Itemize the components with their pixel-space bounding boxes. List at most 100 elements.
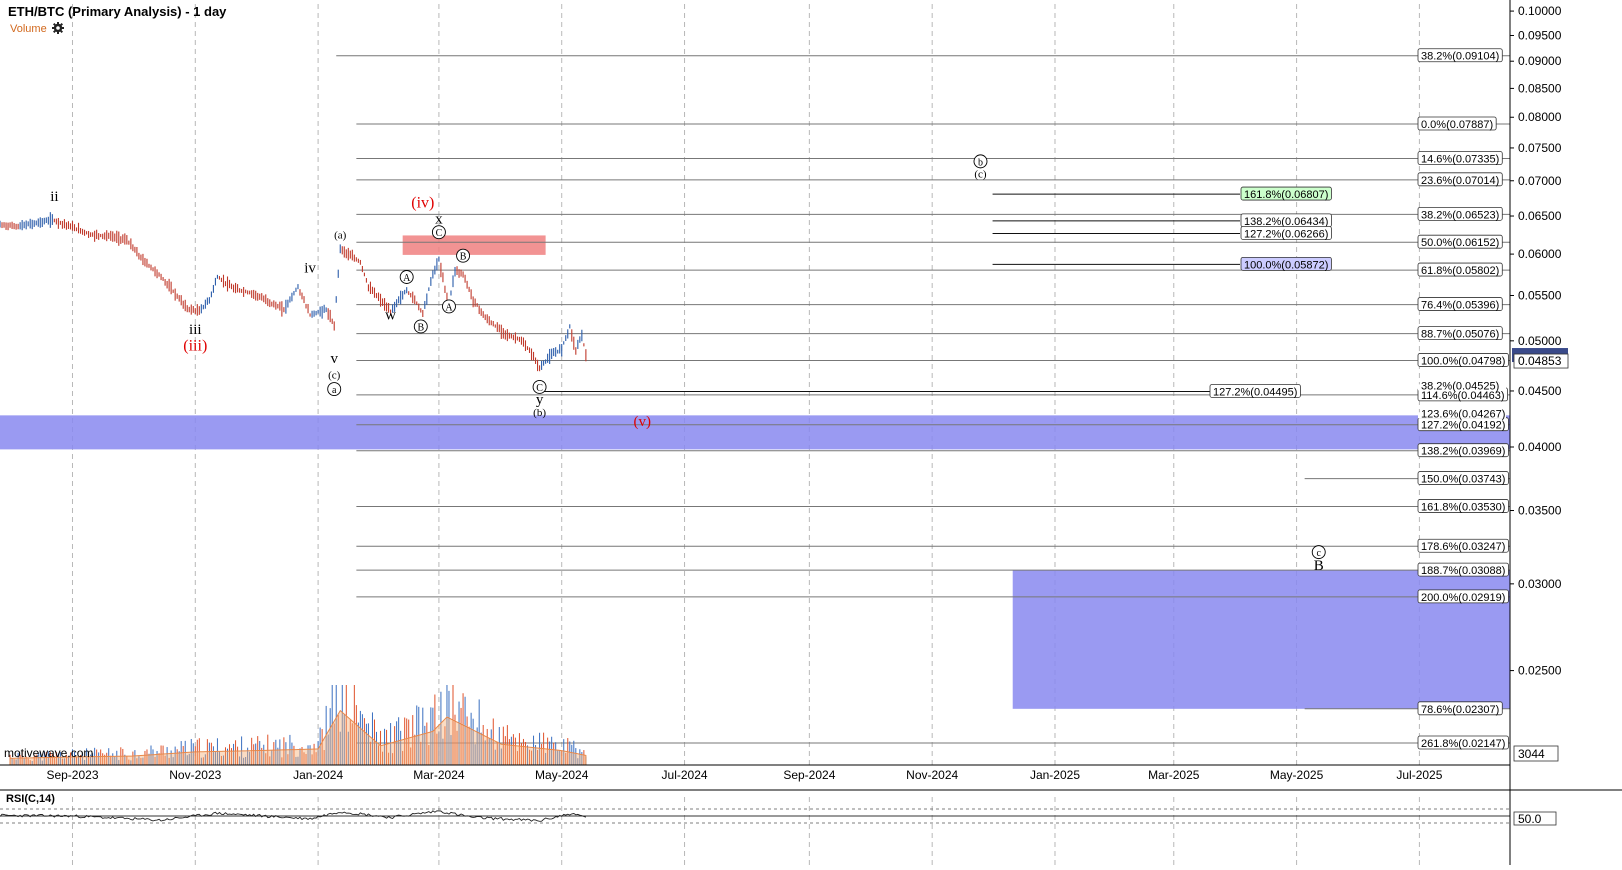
wave-label: (iv) xyxy=(411,194,434,211)
volume-last-label: 3044 xyxy=(1518,747,1545,761)
wave-label: B xyxy=(413,319,428,334)
fib-partial-text: 38.2%(0.04525) xyxy=(1421,380,1499,392)
wave-circle xyxy=(413,319,428,334)
fib-label-frame xyxy=(1417,326,1503,341)
watermark: motivewave.com xyxy=(4,746,93,760)
fib-label-box: 23.6%(0.07014) xyxy=(1417,172,1503,187)
y-tick-label: 0.03500 xyxy=(1518,504,1562,518)
fib-label-text: 161.8%(0.03530) xyxy=(1421,501,1505,513)
wave-label: iv xyxy=(304,261,316,277)
y-tick-label: 0.02500 xyxy=(1518,664,1562,678)
x-tick-label: Nov-2024 xyxy=(906,768,958,782)
volume-layer xyxy=(9,685,587,766)
fib-label-box: 127.2%(0.04192) xyxy=(1417,417,1509,432)
fib-partial-text: 123.6%(0.04267) xyxy=(1421,408,1505,420)
fib-label-frame xyxy=(1417,234,1503,249)
fib-label-box: 14.6%(0.07335) xyxy=(1417,151,1503,166)
wave-label: w xyxy=(385,307,396,323)
volume-legend: Volume xyxy=(10,23,47,35)
fib-label-text: 200.0%(0.02919) xyxy=(1421,592,1505,604)
y-tick-label: 0.05500 xyxy=(1518,288,1562,302)
gear-icon[interactable] xyxy=(52,22,64,34)
wave-label: (b) xyxy=(533,407,546,419)
fib-partial-frame xyxy=(1418,384,1506,391)
fib-label-box: 38.2%(0.06523) xyxy=(1417,206,1503,221)
fib-label-box: 161.8%(0.03530) xyxy=(1417,499,1509,513)
projection-label-frame xyxy=(1240,256,1332,271)
projection-label-text: 161.8%(0.06807) xyxy=(1244,189,1328,201)
y-tick-label: 0.07000 xyxy=(1518,174,1562,188)
y-tick-label: 0.04000 xyxy=(1518,440,1562,454)
fib-label-text: 100.0%(0.04798) xyxy=(1421,355,1505,367)
fib-label-frame xyxy=(1417,701,1503,716)
fib-label-text: 78.6%(0.02307) xyxy=(1421,704,1499,716)
wave-label-text: A xyxy=(403,273,411,284)
wave-label-text: c xyxy=(1317,548,1322,559)
x-tick-label: Jul-2024 xyxy=(662,768,708,782)
fib-label-box: 178.6%(0.03247) xyxy=(1417,538,1509,553)
wave-label-text: C xyxy=(536,383,543,394)
wave-label-text: y xyxy=(536,392,544,408)
wave-label-text: w xyxy=(385,307,396,323)
zones-layer xyxy=(0,235,1510,709)
projection-label-box: 127.2%(0.06266) xyxy=(1240,226,1332,240)
price-layer xyxy=(0,212,587,372)
wave-label: A xyxy=(442,299,456,313)
fib-label-frame xyxy=(1417,735,1509,750)
wave-label: ii xyxy=(50,189,58,205)
wave-label-text: (v) xyxy=(634,414,652,430)
wave-label-text: B xyxy=(460,252,467,263)
fib-label-box: 261.8%(0.02147) xyxy=(1417,735,1509,750)
wave-label-text: (c) xyxy=(328,369,341,381)
x-tick-label: Sep-2024 xyxy=(783,768,835,782)
fib-partial-frame xyxy=(1418,412,1506,419)
wave-label: (iii) xyxy=(183,337,207,354)
x-tick-label: May-2025 xyxy=(1270,768,1324,782)
wave-label-text: iv xyxy=(304,261,316,277)
c-target-label-box: 127.2%(0.04495) xyxy=(1209,384,1301,398)
x-tick-label: Mar-2025 xyxy=(1148,768,1200,782)
x-tick-label: Jan-2024 xyxy=(293,768,343,782)
fib-label-frame xyxy=(1417,151,1503,165)
wave-label-text: v xyxy=(330,351,338,367)
wave-label: (c) xyxy=(328,369,341,381)
projection-label-frame xyxy=(1240,186,1332,201)
wave-label-text: (a) xyxy=(334,230,347,242)
wave-label-text: b xyxy=(978,157,983,168)
x-tick-label: Nov-2023 xyxy=(169,768,221,782)
fib-label-box: 200.0%(0.02919) xyxy=(1417,589,1509,604)
fib-label-frame xyxy=(1417,538,1509,553)
rsi-line xyxy=(0,810,587,822)
fib-label-text: 23.6%(0.07014) xyxy=(1421,175,1499,187)
wave-label: c xyxy=(1311,545,1326,559)
wave-label-text: B xyxy=(1314,558,1324,574)
fib-label-text: 188.7%(0.03088) xyxy=(1421,565,1505,577)
wave-label: y xyxy=(536,392,544,408)
y-tick-label: 0.03000 xyxy=(1518,577,1562,591)
wave-circle xyxy=(431,225,446,240)
fib-label-text: 38.2%(0.06523) xyxy=(1421,209,1499,221)
wave-label: (a) xyxy=(334,230,347,242)
rsi-layer: RSI(C,14) 50.0 xyxy=(0,790,1557,865)
x-tick-label: Jan-2025 xyxy=(1030,768,1080,782)
fib-label-box: 38.2%(0.09104) xyxy=(1417,48,1503,63)
projection-label-text: 100.0%(0.05872) xyxy=(1244,259,1328,271)
zone-blue-support xyxy=(0,415,1510,450)
y-tick-label: 0.07500 xyxy=(1518,141,1562,155)
rsi-ref-box xyxy=(1513,811,1557,826)
y-tick-label: 0.05000 xyxy=(1518,334,1562,348)
fib-label-frame xyxy=(1417,262,1503,277)
fib-label-box: 50.0%(0.06152) xyxy=(1417,234,1503,249)
wave-label: A xyxy=(399,270,414,284)
wave-label-text: (c) xyxy=(974,168,987,180)
wave-label-text: A xyxy=(445,302,453,313)
volume-last-box xyxy=(1513,745,1559,762)
wave-label-text: iii xyxy=(189,322,202,338)
fib-label-text: 150.0%(0.03743) xyxy=(1421,474,1505,486)
fib-partial-label: 38.2%(0.04525) xyxy=(1418,380,1506,392)
fib-label-text: 114.6%(0.04463) xyxy=(1421,390,1505,402)
wave-circle xyxy=(973,154,988,169)
wave-label: B xyxy=(1314,558,1324,574)
